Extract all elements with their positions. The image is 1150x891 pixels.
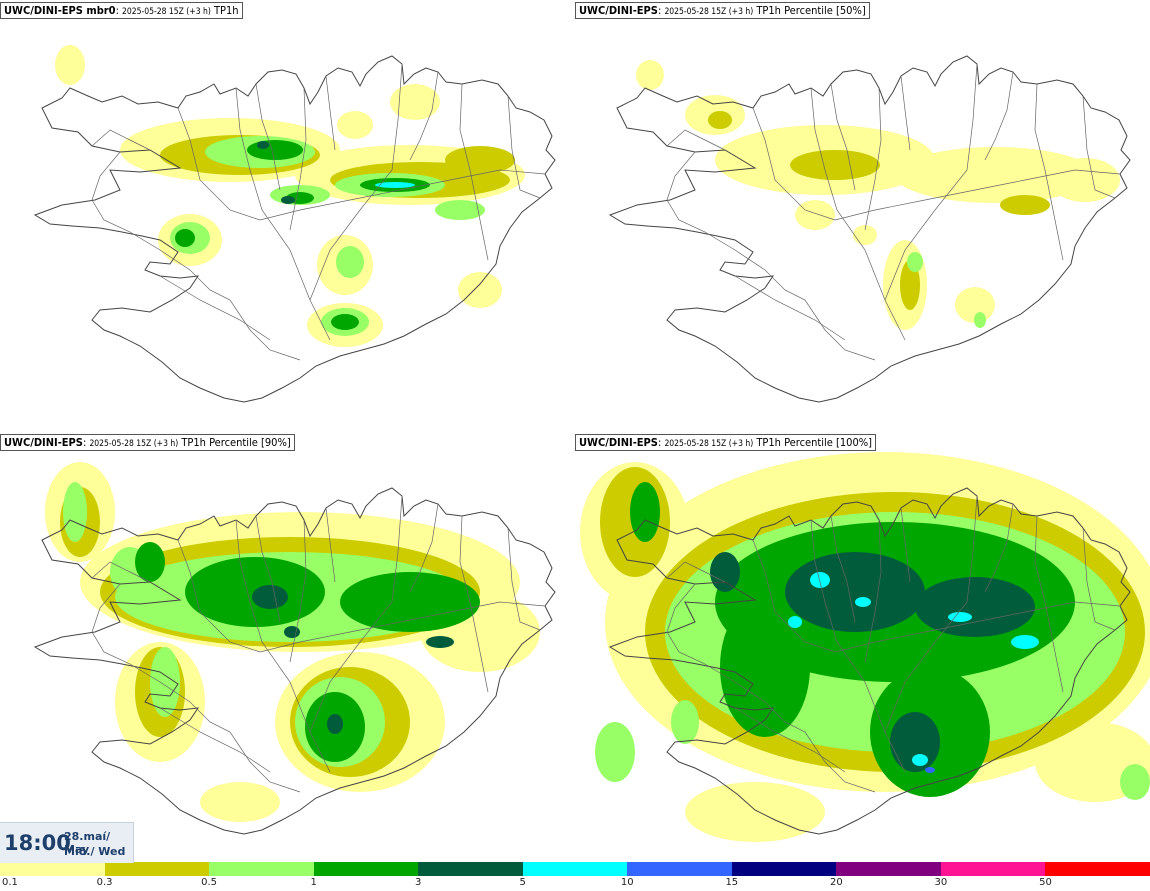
colorbar-label: 15 — [725, 877, 739, 888]
precip-map — [580, 452, 1150, 842]
precip-extreme-areas — [375, 182, 415, 188]
valid-date: 28.maí/ May — [64, 830, 111, 856]
colorbar-segment — [627, 862, 732, 876]
panel-title: UWC/DINI-EPS: 2025-05-28 15Z (+3 h) TP1h… — [575, 2, 870, 19]
precip-extreme-areas — [788, 572, 1039, 766]
map-panel-p100: UWC/DINI-EPS: 2025-05-28 15Z (+3 h) TP1h… — [575, 432, 1150, 862]
colorbar-segment — [522, 862, 628, 876]
map-panel-p90: UWC/DINI-EPS: 2025-05-28 15Z (+3 h) TP1h… — [0, 432, 575, 862]
precip-moderate-areas — [708, 111, 1050, 310]
precip-map — [34, 45, 556, 403]
colorbar-segment — [0, 862, 105, 876]
colorbar-label: 0.3 — [96, 877, 113, 888]
precip-colorbar — [0, 862, 1150, 876]
panel-title: UWC/DINI-EPS: 2025-05-28 15Z (+3 h) TP1h… — [0, 434, 295, 451]
colorbar-label: 30 — [934, 877, 948, 888]
colorbar-segment — [209, 862, 314, 876]
precip-light-areas — [636, 60, 1120, 330]
precip-very-intense-areas — [252, 585, 454, 734]
map-panel-p50: UWC/DINI-EPS: 2025-05-28 15Z (+3 h) TP1h… — [575, 0, 1150, 430]
colorbar-segment — [940, 862, 1046, 876]
colorbar-label: 10 — [620, 877, 634, 888]
colorbar-labels: 0.1 0.3 0.5 1 3 5 10 15 20 30 50 — [0, 876, 1150, 891]
colorbar-label: 3 — [414, 877, 422, 888]
colorbar-segment — [313, 862, 419, 876]
precip-top-areas — [925, 767, 935, 773]
colorbar-segment — [1045, 862, 1150, 876]
valid-time: 18:00 — [4, 831, 71, 855]
valid-time-box: 18:00 28.maí/ May Mið./ Wed — [0, 822, 134, 863]
colorbar-label: 0.5 — [201, 877, 218, 888]
colorbar-label: 5 — [519, 877, 526, 888]
precip-map — [609, 55, 1131, 403]
precip-very-intense-areas — [257, 141, 295, 204]
colorbar-segment — [731, 862, 837, 876]
colorbar-segment — [836, 862, 941, 876]
panel-title: UWC/DINI-EPS: 2025-05-28 15Z (+3 h) TP1h… — [575, 434, 877, 451]
colorbar-segment — [418, 862, 523, 876]
colorbar-label: 50 — [1039, 877, 1052, 888]
map-panel-member: UWC/DINI-EPS mbr0: 2025-05-28 15Z (+3 h)… — [0, 0, 575, 430]
colorbar-label: 1 — [310, 877, 317, 888]
iceland-coastline — [34, 55, 556, 403]
precip-heavier-areas — [907, 252, 986, 328]
valid-day: Mið./ Wed — [64, 845, 126, 858]
colorbar-label: 0.1 — [2, 877, 18, 888]
colorbar-segment — [104, 862, 210, 876]
panel-title: UWC/DINI-EPS mbr0: 2025-05-28 15Z (+3 h)… — [0, 2, 243, 19]
colorbar-label: 20 — [829, 877, 843, 888]
precip-map — [34, 462, 556, 835]
